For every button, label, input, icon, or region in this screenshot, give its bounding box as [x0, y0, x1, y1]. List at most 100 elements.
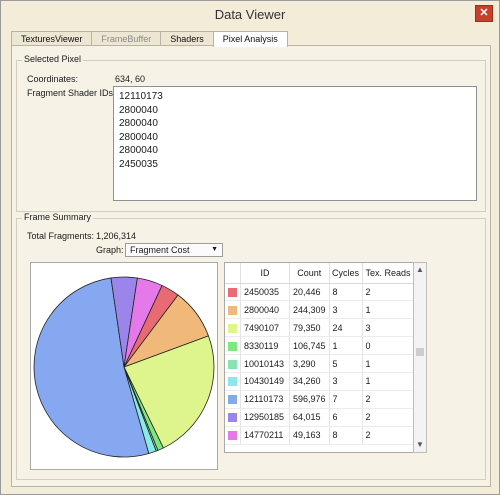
table-row[interactable]: 10010143 3,290 5 1: [225, 354, 415, 373]
list-item[interactable]: 2800040: [119, 145, 158, 156]
window-title: Data Viewer: [214, 7, 286, 22]
close-icon: ✕: [479, 7, 489, 19]
row-id: 12950185: [240, 408, 290, 427]
pie-slice-14770211[interactable]: [123, 277, 163, 368]
color-swatch: [228, 377, 237, 387]
row-tex-reads: 2: [362, 390, 415, 409]
title-bar[interactable]: Data Viewer ✕: [1, 1, 499, 29]
coordinates-label: Coordinates:: [27, 74, 79, 84]
row-color-cell: [225, 354, 241, 373]
row-color-cell: [225, 283, 241, 302]
row-count: 596,976: [289, 390, 330, 409]
row-tex-reads: 1: [362, 354, 415, 373]
list-item[interactable]: 2450035: [119, 158, 158, 170]
selected-pixel-title: Selected Pixel: [22, 54, 84, 64]
color-swatch: [228, 431, 237, 441]
list-item[interactable]: 2800040: [119, 118, 158, 129]
row-tex-reads: 2: [362, 408, 415, 427]
shader-table[interactable]: ID Count Cycles Tex. Reads 2450035 20,446…: [224, 262, 427, 453]
row-color-cell: [225, 336, 241, 356]
pie-slice-7490107[interactable]: [123, 335, 215, 449]
close-button[interactable]: ✕: [475, 5, 493, 22]
table-scrollbar[interactable]: ▲ ▼: [413, 262, 427, 453]
row-cycles: 1: [329, 336, 363, 356]
row-tex-reads: 3: [362, 318, 415, 338]
tab-textures-viewer[interactable]: TexturesViewer: [11, 31, 93, 46]
list-item[interactable]: 2800040: [119, 104, 158, 116]
row-tex-reads: 1: [362, 372, 415, 391]
count-column-header[interactable]: Count: [289, 263, 330, 284]
id-column-header[interactable]: ID: [240, 263, 290, 284]
pie-chart: [33, 276, 215, 458]
row-id: 10010143: [240, 354, 290, 373]
color-column-header: [225, 263, 241, 284]
table-row[interactable]: 2450035 20,446 8 2: [225, 283, 415, 302]
color-swatch: [228, 288, 237, 297]
row-id: 2450035: [240, 283, 290, 302]
table-row[interactable]: 8330119 106,745 1 0: [225, 336, 415, 356]
coordinates-value: 634, 60: [115, 74, 146, 84]
row-count: 49,163: [289, 426, 330, 445]
table-header-row: ID Count Cycles Tex. Reads: [225, 263, 415, 284]
row-cycles: 5: [329, 354, 363, 373]
list-item[interactable]: 12110173: [119, 91, 163, 102]
scroll-down-icon[interactable]: ▼: [416, 440, 424, 449]
row-count: 3,290: [289, 354, 330, 373]
row-cycles: 6: [329, 408, 363, 427]
cycles-column-header[interactable]: Cycles: [329, 263, 363, 284]
tab-bar: TexturesViewer FrameBuffer Shaders Pixel…: [11, 31, 288, 47]
table-row[interactable]: 14770211 49,163 8 2: [225, 426, 415, 445]
pixel-analysis-panel: Selected Pixel Coordinates: 634, 60 Frag…: [11, 45, 491, 487]
row-count: 244,309: [289, 300, 330, 320]
row-id: 2800040: [240, 300, 290, 320]
selected-pixel-group: [16, 60, 486, 212]
graph-select[interactable]: Fragment Cost ▼: [125, 243, 223, 257]
color-swatch: [228, 413, 237, 423]
graph-label: Graph:: [96, 245, 124, 255]
shader-ids-list[interactable]: 12110173 2800040 2800040 2800040 2800040…: [113, 86, 477, 201]
row-color-cell: [225, 318, 241, 338]
shader-ids-label: Fragment Shader IDs:: [27, 88, 116, 98]
tex-reads-column-header[interactable]: Tex. Reads: [362, 263, 415, 284]
frame-summary-group: [16, 218, 486, 480]
scroll-up-icon[interactable]: ▲: [416, 265, 424, 274]
tab-shaders[interactable]: Shaders: [160, 31, 214, 46]
tab-pixel-analysis[interactable]: Pixel Analysis: [212, 31, 288, 47]
row-color-cell: [225, 408, 241, 427]
table-row[interactable]: 12950185 64,015 6 2: [225, 408, 415, 427]
graph-select-value: Fragment Cost: [130, 245, 190, 255]
row-color-cell: [225, 426, 241, 445]
color-swatch: [228, 341, 237, 351]
row-tex-reads: 2: [362, 426, 415, 445]
frame-summary-title: Frame Summary: [22, 212, 94, 222]
scroll-thumb[interactable]: [416, 348, 424, 356]
list-item[interactable]: 2800040: [119, 131, 158, 143]
row-color-cell: [225, 390, 241, 409]
row-id: 12110173: [240, 390, 290, 409]
row-tex-reads: 1: [362, 300, 415, 320]
tab-framebuffer: FrameBuffer: [91, 31, 162, 46]
row-cycles: 3: [329, 300, 363, 320]
row-count: 20,446: [289, 283, 330, 302]
chevron-down-icon: ▼: [211, 246, 218, 253]
table-row[interactable]: 12110173 596,976 7 2: [225, 390, 415, 409]
row-tex-reads: 2: [362, 283, 415, 302]
row-id: 10430149: [240, 372, 290, 391]
row-cycles: 3: [329, 372, 363, 391]
shader-table-grid: ID Count Cycles Tex. Reads 2450035 20,446…: [225, 263, 415, 445]
row-count: 64,015: [289, 408, 330, 427]
row-id: 7490107: [240, 318, 290, 338]
row-count: 79,350: [289, 318, 330, 338]
pie-slice-12110173[interactable]: [33, 277, 150, 458]
color-swatch: [228, 323, 237, 333]
pie-chart-box: [30, 262, 218, 470]
row-cycles: 7: [329, 390, 363, 409]
color-swatch: [228, 305, 237, 315]
color-swatch: [228, 395, 237, 405]
table-row[interactable]: 10430149 34,260 3 1: [225, 372, 415, 391]
row-count: 34,260: [289, 372, 330, 391]
table-row[interactable]: 2800040 244,309 3 1: [225, 300, 415, 320]
table-row[interactable]: 7490107 79,350 24 3: [225, 318, 415, 338]
row-color-cell: [225, 300, 241, 320]
